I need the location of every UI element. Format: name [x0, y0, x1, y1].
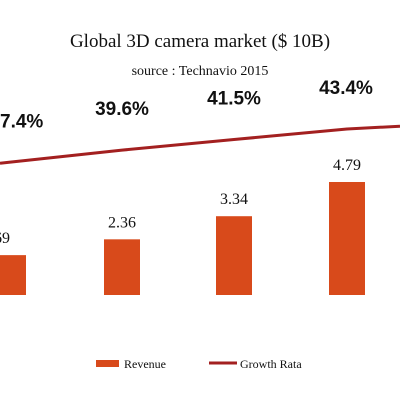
revenue-value-label: 3.34: [220, 191, 248, 208]
growth-value-label: 43.4%: [319, 78, 373, 99]
growth-value-label: 7.4%: [0, 111, 43, 132]
chart-title: Global 3D camera market ($ 10B): [70, 31, 330, 52]
revenue-bar: [216, 216, 252, 295]
chart-subtitle: source : Technavio 2015: [132, 64, 269, 79]
growth-rate-line: [0, 124, 400, 165]
legend: Revenue Growth Rata: [96, 357, 302, 371]
legend-revenue-swatch: [96, 360, 119, 367]
growth-line-group: [0, 124, 400, 165]
revenue-value-label: .69: [0, 230, 10, 247]
revenue-bars: [0, 182, 365, 295]
legend-revenue-label: Revenue: [124, 357, 166, 371]
legend-growth-label: Growth Rata: [240, 357, 302, 371]
growth-value-label: 39.6%: [95, 99, 149, 120]
revenue-labels: .69 2.36 3.34 4.79: [0, 157, 361, 247]
revenue-bar: [329, 182, 365, 295]
revenue-bar: [104, 239, 140, 295]
growth-labels: 7.4% 39.6% 41.5% 43.4%: [0, 78, 373, 132]
revenue-value-label: 2.36: [108, 214, 136, 231]
revenue-value-label: 4.79: [333, 157, 361, 174]
revenue-bar: [0, 255, 26, 295]
growth-value-label: 41.5%: [207, 89, 261, 110]
